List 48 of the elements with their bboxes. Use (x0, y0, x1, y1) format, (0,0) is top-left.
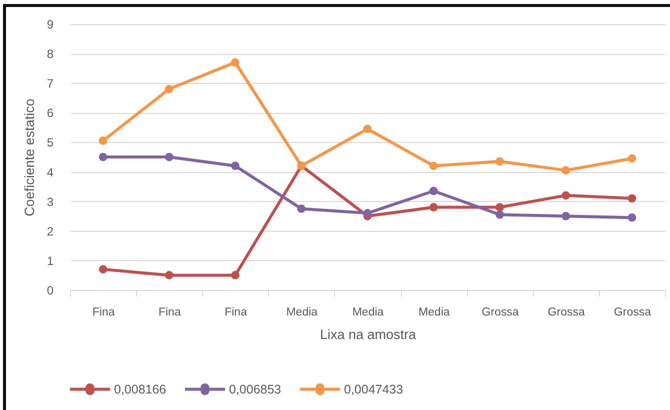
y-tick-label: 2 (46, 224, 54, 238)
legend-label: 0,0047433 (344, 382, 404, 396)
y-tick-label: 3 (46, 194, 54, 209)
y-tick-label: 4 (46, 165, 54, 180)
y-tick-label: 5 (46, 136, 54, 150)
point (231, 162, 240, 170)
legend-label: 0,006853 (229, 382, 282, 396)
point (628, 154, 636, 163)
point (562, 212, 570, 220)
point (496, 210, 504, 219)
y-axis-title: Coeficiente estatico (22, 98, 37, 216)
y-tick-label: 9 (46, 18, 54, 32)
point (98, 136, 108, 145)
y-tick-label: 0 (46, 284, 54, 298)
point (98, 265, 108, 274)
y-tick-label: 1 (46, 254, 54, 268)
x-tick-label: Fina (158, 306, 182, 318)
x-axis-title: Lixa na amostra (320, 327, 417, 342)
point (628, 194, 636, 203)
point (429, 186, 438, 196)
x-tick-label: Grossa (548, 306, 586, 318)
x-tick-label: Grossa (482, 306, 520, 318)
point (164, 84, 174, 94)
point (562, 166, 570, 174)
point (496, 157, 504, 166)
x-tick-label: Media (418, 306, 450, 318)
point (297, 204, 306, 213)
y-tick-label: 6 (46, 106, 54, 120)
point (231, 58, 240, 67)
x-tick-label: Grossa (614, 306, 652, 318)
point (98, 152, 108, 162)
point (231, 271, 240, 280)
x-tick-label: Media (286, 306, 318, 318)
point (496, 203, 504, 212)
point (164, 152, 174, 162)
point (363, 124, 372, 134)
point (429, 162, 438, 170)
x-tick-label: Media (352, 306, 384, 318)
point (429, 203, 438, 212)
point (363, 208, 372, 218)
x-tick-label: Fina (224, 306, 248, 318)
point (562, 191, 570, 200)
legend-label: 0,008166 (114, 382, 166, 396)
point (164, 271, 174, 280)
point (628, 213, 636, 222)
y-tick-label: 7 (46, 76, 54, 91)
x-tick-label: Fina (92, 306, 116, 318)
y-tick-label: 8 (46, 47, 54, 62)
